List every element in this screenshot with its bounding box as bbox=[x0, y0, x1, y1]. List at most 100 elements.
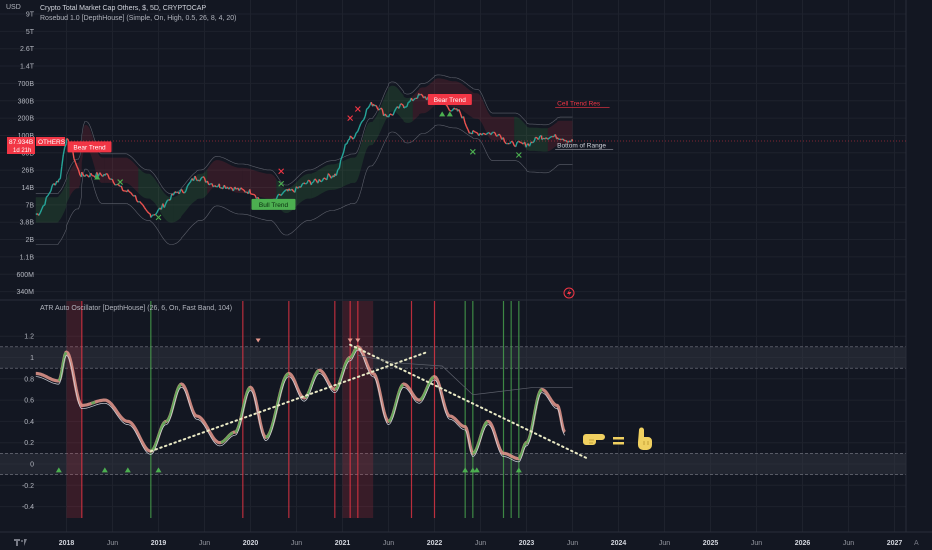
cloud-segment bbox=[345, 110, 380, 186]
price-segment bbox=[508, 142, 512, 145]
price-segment bbox=[327, 173, 331, 177]
oscillator-pane[interactable] bbox=[0, 301, 906, 518]
price-segment bbox=[74, 162, 78, 167]
price-segment bbox=[229, 186, 233, 189]
scale-mode-button[interactable]: A bbox=[914, 540, 919, 547]
price-segment bbox=[545, 137, 549, 140]
price-pane[interactable]: Bear Trend Bull Trend Bear Trend Cell Trend… bbox=[35, 74, 614, 245]
time-tick-label: 2019 bbox=[151, 540, 167, 547]
oscillator-axis[interactable]: 1.2 1 0.8 0.6 0.4 0.2 0 -0.2 -0.4 bbox=[22, 334, 34, 511]
oscillator-rising-segment bbox=[266, 434, 270, 438]
flash-icon[interactable] bbox=[563, 287, 575, 299]
oscillator-rising-segment bbox=[231, 431, 234, 435]
oscillator-rising-segment bbox=[533, 405, 538, 413]
time-tick-label: Jun bbox=[567, 540, 578, 547]
oscillator-rising-segment bbox=[226, 435, 230, 439]
oscillator-rising-segment bbox=[336, 384, 340, 389]
oscillator-rising-segment bbox=[538, 389, 543, 393]
price-segment bbox=[360, 120, 363, 125]
price-segment bbox=[38, 212, 41, 216]
price-segment bbox=[341, 151, 345, 157]
price-tick-label: 200B bbox=[18, 116, 35, 123]
price-segment bbox=[242, 188, 245, 191]
price-segment bbox=[139, 201, 142, 204]
oscillator-rising-segment bbox=[163, 420, 167, 424]
oscillator-rising-segment bbox=[523, 442, 528, 446]
oscillator-rising-segment bbox=[540, 388, 543, 392]
price-segment bbox=[495, 134, 498, 137]
oscillator-rising-segment bbox=[173, 395, 178, 401]
oscillator-rising-segment bbox=[532, 411, 537, 419]
oscillator-rising-segment bbox=[351, 352, 355, 356]
oscillator-rising-segment bbox=[304, 395, 308, 399]
price-segment bbox=[482, 132, 486, 135]
oscillator-rising-segment bbox=[221, 440, 225, 444]
oscillator-rising-segment bbox=[431, 375, 435, 379]
price-segment bbox=[41, 205, 44, 210]
oscillator-rising-segment bbox=[178, 383, 182, 387]
price-segment bbox=[358, 123, 362, 128]
time-tick-label: 2023 bbox=[519, 540, 535, 547]
oscillator-tick-label: 0.6 bbox=[24, 398, 34, 405]
oscillator-rising-segment bbox=[172, 399, 176, 405]
oscillator-rising-segment bbox=[340, 370, 345, 376]
oscillator-band bbox=[0, 346, 906, 369]
cloud-segment bbox=[138, 167, 174, 223]
signal-x-marker bbox=[354, 106, 361, 112]
oscillator-markers bbox=[55, 338, 573, 473]
price-segment bbox=[366, 107, 369, 110]
oscillator-buy-marker bbox=[462, 467, 469, 473]
price-tick-label: 1.1B bbox=[20, 254, 35, 261]
price-segment bbox=[76, 166, 80, 171]
ticker-label: OTHERS bbox=[38, 139, 66, 146]
price-segment bbox=[291, 188, 294, 192]
price-segment bbox=[66, 138, 69, 140]
time-axis[interactable]: 2018 Jun 2019 Jun 2020 Jun 2021 Jun 2022 Jun 2023 J… bbox=[59, 540, 903, 547]
price-segment bbox=[381, 109, 385, 116]
price-segment bbox=[43, 204, 46, 207]
price-segment bbox=[519, 141, 522, 144]
oscillator-rising-segment bbox=[157, 430, 162, 435]
price-segment bbox=[544, 137, 547, 140]
oscillator-buy-marker bbox=[473, 467, 480, 473]
price-segment bbox=[354, 132, 357, 138]
price-segment bbox=[156, 209, 159, 214]
price-segment bbox=[47, 193, 50, 197]
price-segment bbox=[564, 139, 567, 142]
price-segment bbox=[521, 142, 524, 145]
oscillator-envelope bbox=[357, 355, 573, 396]
price-segment bbox=[321, 177, 325, 182]
oscillator-buy-marker bbox=[124, 467, 131, 473]
bear-trend-label: Bear Trend bbox=[434, 97, 467, 104]
price-segment bbox=[532, 141, 535, 144]
price-segment bbox=[180, 188, 184, 193]
price-segment bbox=[403, 106, 406, 109]
price-segment bbox=[485, 132, 489, 135]
oscillator-rising-segment bbox=[537, 391, 541, 396]
oscillator-rising-segment bbox=[281, 380, 286, 385]
oscillator-rising-segment bbox=[276, 397, 281, 404]
price-segment bbox=[154, 212, 158, 216]
price-segment bbox=[208, 183, 211, 186]
price-segment bbox=[278, 193, 282, 197]
oscillator-trendlines bbox=[149, 343, 589, 460]
price-segment bbox=[146, 211, 150, 214]
oscillator-rising-segment bbox=[473, 450, 477, 454]
oscillator-rising-segment bbox=[167, 416, 171, 420]
price-segment bbox=[389, 113, 392, 116]
oscillator-tick-label: 0 bbox=[30, 462, 34, 469]
price-segment bbox=[127, 189, 130, 193]
price-segment bbox=[57, 179, 60, 183]
price-segment bbox=[45, 195, 49, 198]
price-segment bbox=[113, 182, 116, 186]
oscillator-rising-segment bbox=[474, 448, 478, 453]
dotted-trendline bbox=[349, 343, 589, 460]
signal-x-marker bbox=[155, 214, 162, 221]
price-segment bbox=[212, 185, 216, 188]
tv-logo-icon[interactable] bbox=[14, 539, 27, 546]
oscillator-rising-segment bbox=[335, 386, 339, 390]
time-tick-label: 2026 bbox=[795, 540, 811, 547]
price-segment bbox=[186, 183, 190, 187]
oscillator-rising-segment bbox=[316, 369, 320, 373]
